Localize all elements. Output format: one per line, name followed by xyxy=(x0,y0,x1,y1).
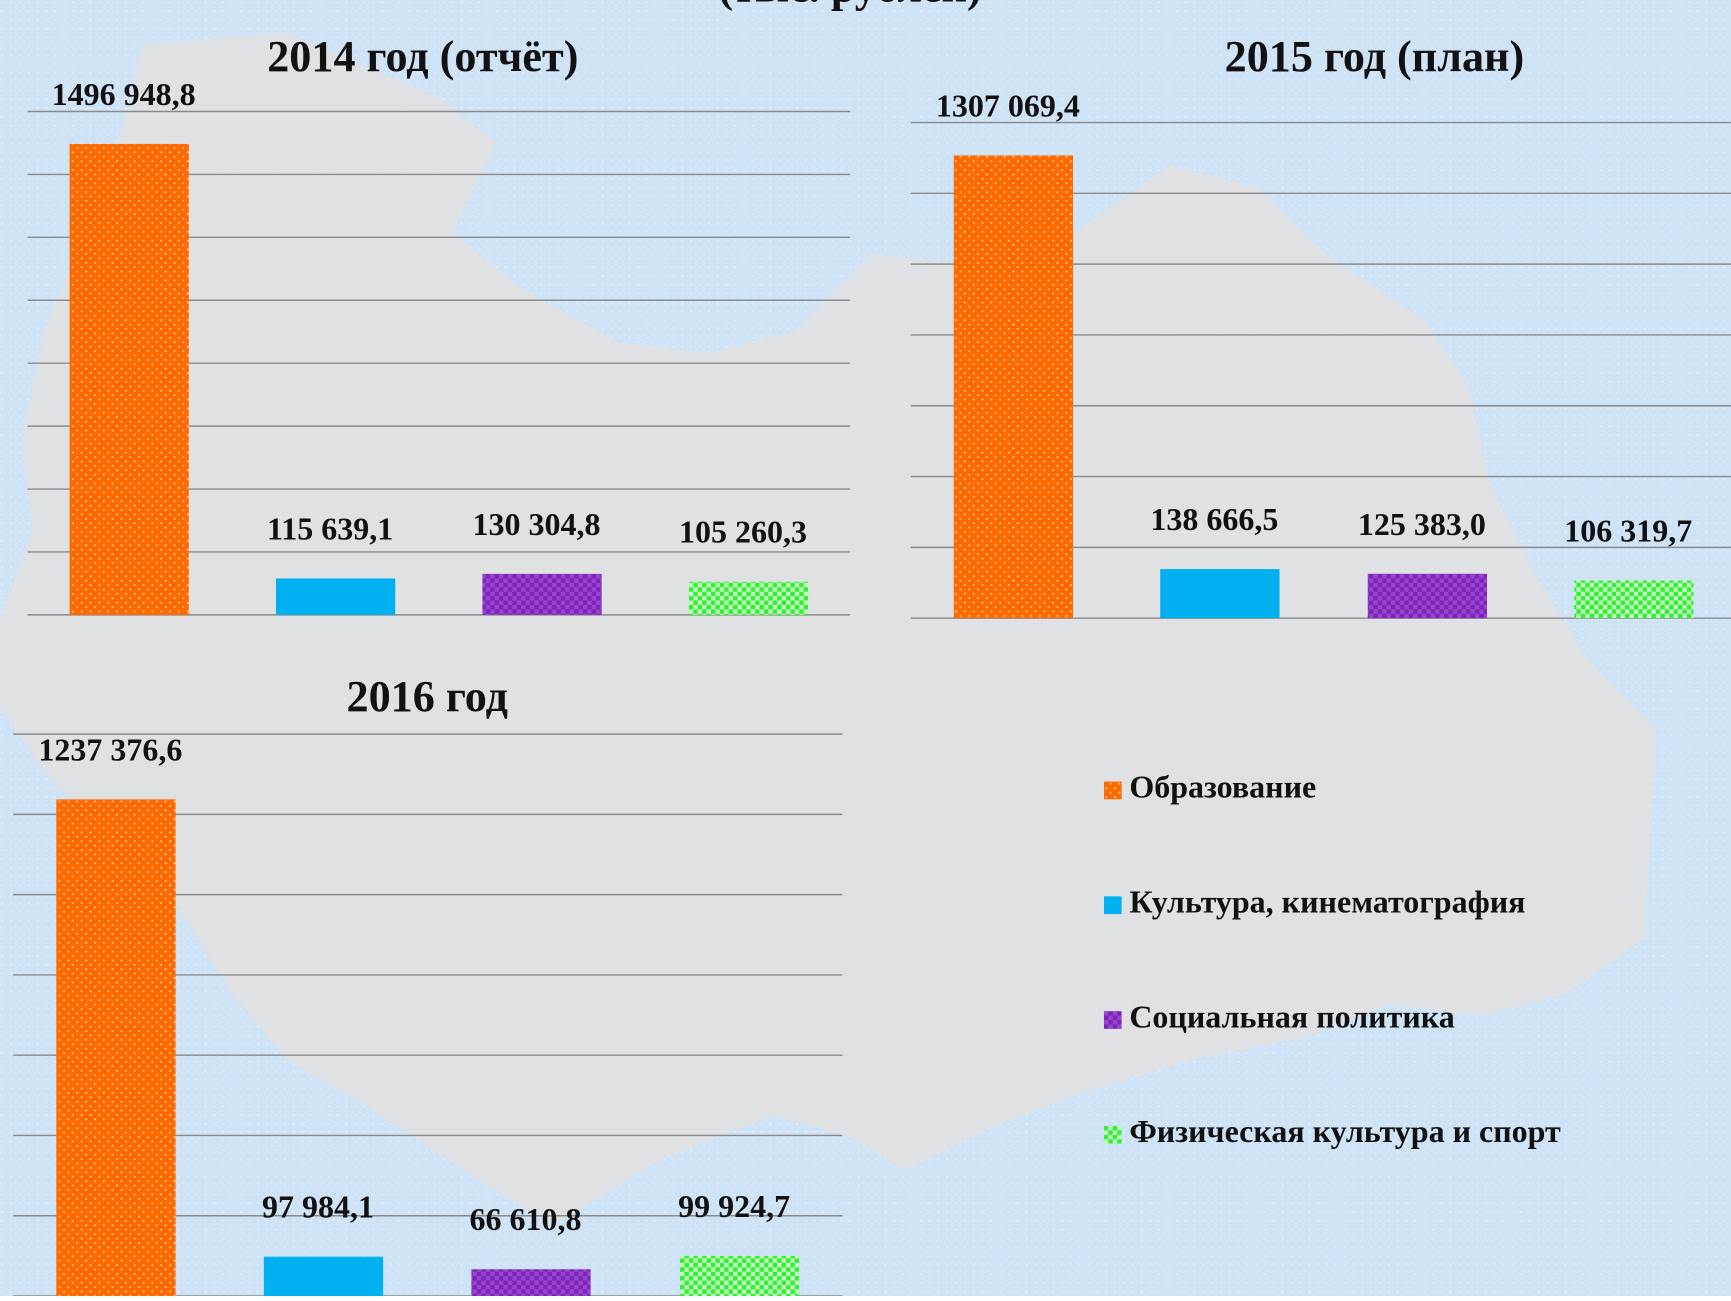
bar xyxy=(482,573,602,615)
legend-label: Образование xyxy=(1129,769,1316,805)
bar xyxy=(953,155,1074,619)
legend-swatch xyxy=(1103,781,1122,800)
bar xyxy=(56,799,176,1296)
data-label: 138 666,5 xyxy=(1150,501,1278,537)
chart-title: 2014 год (отчёт) xyxy=(267,32,578,81)
data-label: 99 924,7 xyxy=(678,1188,790,1224)
bar xyxy=(1574,580,1694,619)
bar xyxy=(471,1269,591,1296)
chart-title: 2015 год (план) xyxy=(1225,32,1525,81)
data-label: 1237 376,6 xyxy=(38,731,182,767)
header: (тыс. рублей) xyxy=(718,0,981,11)
data-label: 125 383,0 xyxy=(1358,506,1486,542)
data-label: 105 260,3 xyxy=(679,514,807,550)
bar xyxy=(1367,573,1488,619)
legend-label: Социальная политика xyxy=(1129,998,1454,1034)
data-label: 97 984,1 xyxy=(262,1189,374,1225)
map-silhouette xyxy=(0,33,1656,1226)
bar xyxy=(276,578,396,615)
bar xyxy=(680,1255,800,1296)
data-label: 106 319,7 xyxy=(1564,513,1692,549)
legend-swatch xyxy=(1103,1011,1122,1029)
legend-swatch xyxy=(1103,896,1122,915)
bar xyxy=(688,581,809,615)
chart-title: 2016 год xyxy=(347,672,508,721)
bar xyxy=(1160,569,1280,619)
bar xyxy=(263,1256,384,1296)
legend-label: Культура, кинематография xyxy=(1129,884,1525,920)
data-label: 66 610,8 xyxy=(469,1201,581,1237)
data-label: 115 639,1 xyxy=(267,510,393,546)
legend-label: Физическая культура и спорт xyxy=(1129,1113,1561,1149)
bar xyxy=(69,143,189,615)
data-label: 130 304,8 xyxy=(473,506,601,542)
data-label: 1496 948,8 xyxy=(52,76,196,112)
legend-swatch xyxy=(1103,1125,1122,1144)
data-label: 1307 069,4 xyxy=(936,87,1080,123)
